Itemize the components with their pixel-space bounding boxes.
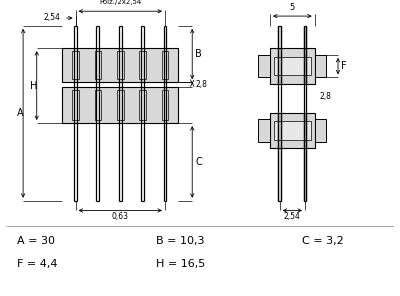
Bar bbox=[162, 51, 168, 79]
Text: C: C bbox=[195, 157, 202, 167]
Bar bbox=[270, 48, 315, 84]
Bar bbox=[72, 51, 79, 79]
Text: A = 30: A = 30 bbox=[17, 236, 55, 246]
Bar bbox=[315, 119, 326, 142]
Bar bbox=[94, 51, 101, 79]
Bar bbox=[139, 90, 146, 120]
Text: B: B bbox=[195, 49, 202, 59]
Text: 2,54: 2,54 bbox=[284, 213, 301, 221]
Bar bbox=[62, 48, 178, 82]
Bar bbox=[315, 55, 326, 77]
Bar bbox=[274, 57, 311, 75]
Text: F = 4,4: F = 4,4 bbox=[17, 259, 58, 269]
Bar bbox=[117, 90, 124, 120]
Bar bbox=[258, 55, 270, 77]
Text: B = 10,3: B = 10,3 bbox=[156, 236, 205, 246]
Text: 0,63: 0,63 bbox=[112, 213, 129, 221]
Text: 5: 5 bbox=[290, 3, 295, 12]
Bar bbox=[62, 87, 178, 123]
Bar bbox=[162, 90, 168, 120]
Text: F: F bbox=[341, 61, 346, 71]
Bar bbox=[270, 113, 315, 148]
Bar bbox=[117, 51, 124, 79]
Bar bbox=[258, 119, 270, 142]
Bar bbox=[94, 90, 101, 120]
Text: 2,8: 2,8 bbox=[320, 92, 332, 101]
Text: A: A bbox=[17, 108, 24, 118]
Text: H: H bbox=[30, 81, 38, 91]
Text: 2,8: 2,8 bbox=[195, 80, 207, 89]
Text: H = 16,5: H = 16,5 bbox=[156, 259, 206, 269]
Bar bbox=[274, 121, 311, 141]
Text: Polz./2x2,54: Polz./2x2,54 bbox=[99, 0, 142, 5]
Text: C = 3,2: C = 3,2 bbox=[302, 236, 344, 246]
Bar bbox=[72, 90, 79, 120]
Text: 2,54: 2,54 bbox=[43, 12, 60, 22]
Bar bbox=[139, 51, 146, 79]
